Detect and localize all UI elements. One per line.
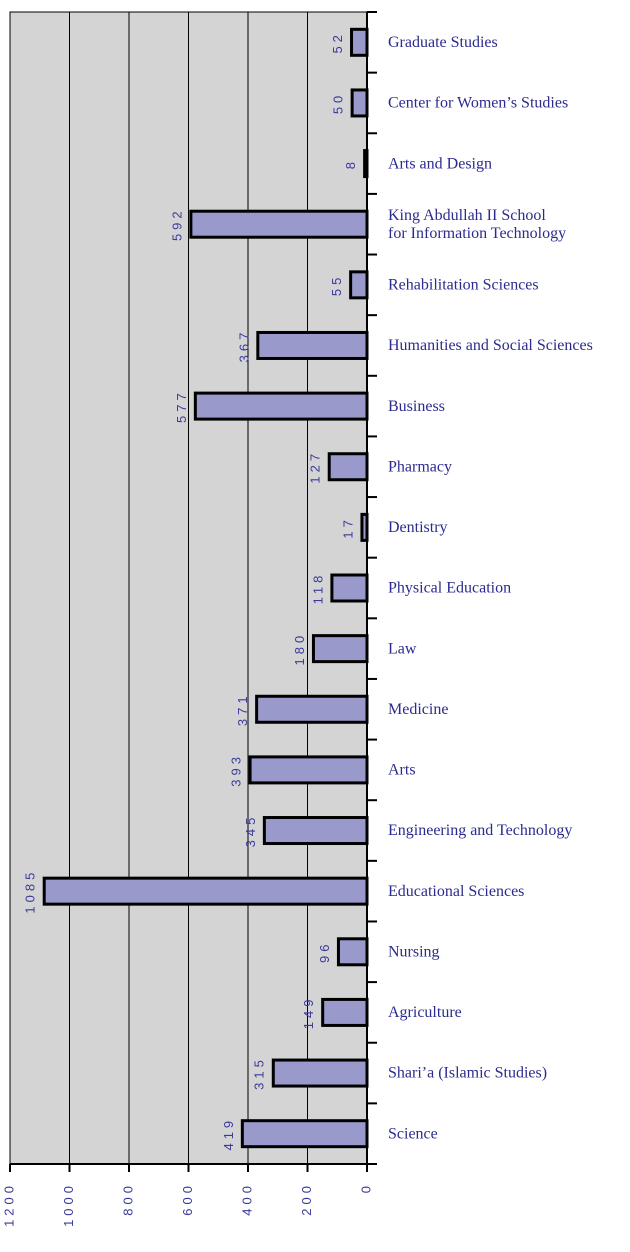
category-label: Nursing <box>388 943 440 960</box>
value-label: 17 <box>340 516 355 538</box>
value-label: 367 <box>236 329 251 363</box>
bar <box>336 937 369 967</box>
category-label: Pharmacy <box>388 458 452 475</box>
x-tick-label: 200 <box>299 1182 314 1216</box>
value-label: 127 <box>308 450 323 484</box>
category-label: Arts and Design <box>388 155 492 172</box>
category-label: Dentistry <box>388 519 448 536</box>
bar <box>262 816 369 846</box>
value-label: 180 <box>292 632 307 666</box>
value-label: 419 <box>221 1117 236 1151</box>
value-label: 393 <box>229 753 244 787</box>
value-label: 96 <box>317 941 332 963</box>
bar <box>311 634 369 664</box>
value-label: 371 <box>235 692 250 726</box>
x-tick-label: 400 <box>239 1182 254 1216</box>
value-label: 1085 <box>23 869 38 914</box>
bar <box>255 694 369 724</box>
bar <box>240 1119 369 1149</box>
category-label: Educational Sciences <box>388 883 524 900</box>
value-label: 592 <box>169 207 184 241</box>
value-label: 55 <box>329 274 344 296</box>
bar <box>350 27 369 57</box>
x-tick-label: 1200 <box>1 1182 16 1227</box>
value-label: 345 <box>243 814 258 848</box>
category-label: Agriculture <box>388 1004 462 1021</box>
category-label: Rehabilitation Sciences <box>388 277 539 294</box>
bar <box>350 88 369 118</box>
bar <box>189 209 369 239</box>
category-label: Graduate Studies <box>388 34 498 51</box>
x-tick-label: 1000 <box>61 1182 76 1227</box>
x-tick-label: 0 <box>358 1182 373 1193</box>
bar <box>193 391 369 421</box>
category-label: Law <box>388 640 417 657</box>
x-tick-label: 800 <box>120 1182 135 1216</box>
category-label: Center for Women’s Studies <box>388 95 568 112</box>
bar <box>349 270 369 300</box>
category-label: Science <box>388 1125 438 1142</box>
category-label: Physical Education <box>388 580 511 597</box>
bar <box>321 997 369 1027</box>
value-label: 8 <box>343 158 358 169</box>
value-label: 149 <box>301 996 316 1030</box>
value-label: 52 <box>330 31 345 53</box>
bar <box>256 330 369 360</box>
bar <box>363 149 369 179</box>
category-label: Arts <box>388 762 416 779</box>
value-label: 50 <box>331 92 346 114</box>
category-label: Humanities and Social Sciences <box>388 337 593 354</box>
bar <box>271 1058 369 1088</box>
value-label: 315 <box>252 1056 267 1090</box>
category-label: Engineering and Technology <box>388 822 572 839</box>
bar <box>248 755 369 785</box>
bar <box>327 452 369 482</box>
category-label: Medicine <box>388 701 448 718</box>
category-label: Shari’a (Islamic Studies) <box>388 1065 547 1082</box>
bar <box>360 512 369 542</box>
bar <box>330 573 369 603</box>
bar <box>42 876 369 906</box>
value-label: 118 <box>310 572 325 605</box>
category-label: King Abdullah II School for Information T… <box>388 207 566 242</box>
category-label: Business <box>388 398 445 415</box>
x-tick-label: 600 <box>180 1182 195 1216</box>
value-label: 577 <box>174 389 189 423</box>
